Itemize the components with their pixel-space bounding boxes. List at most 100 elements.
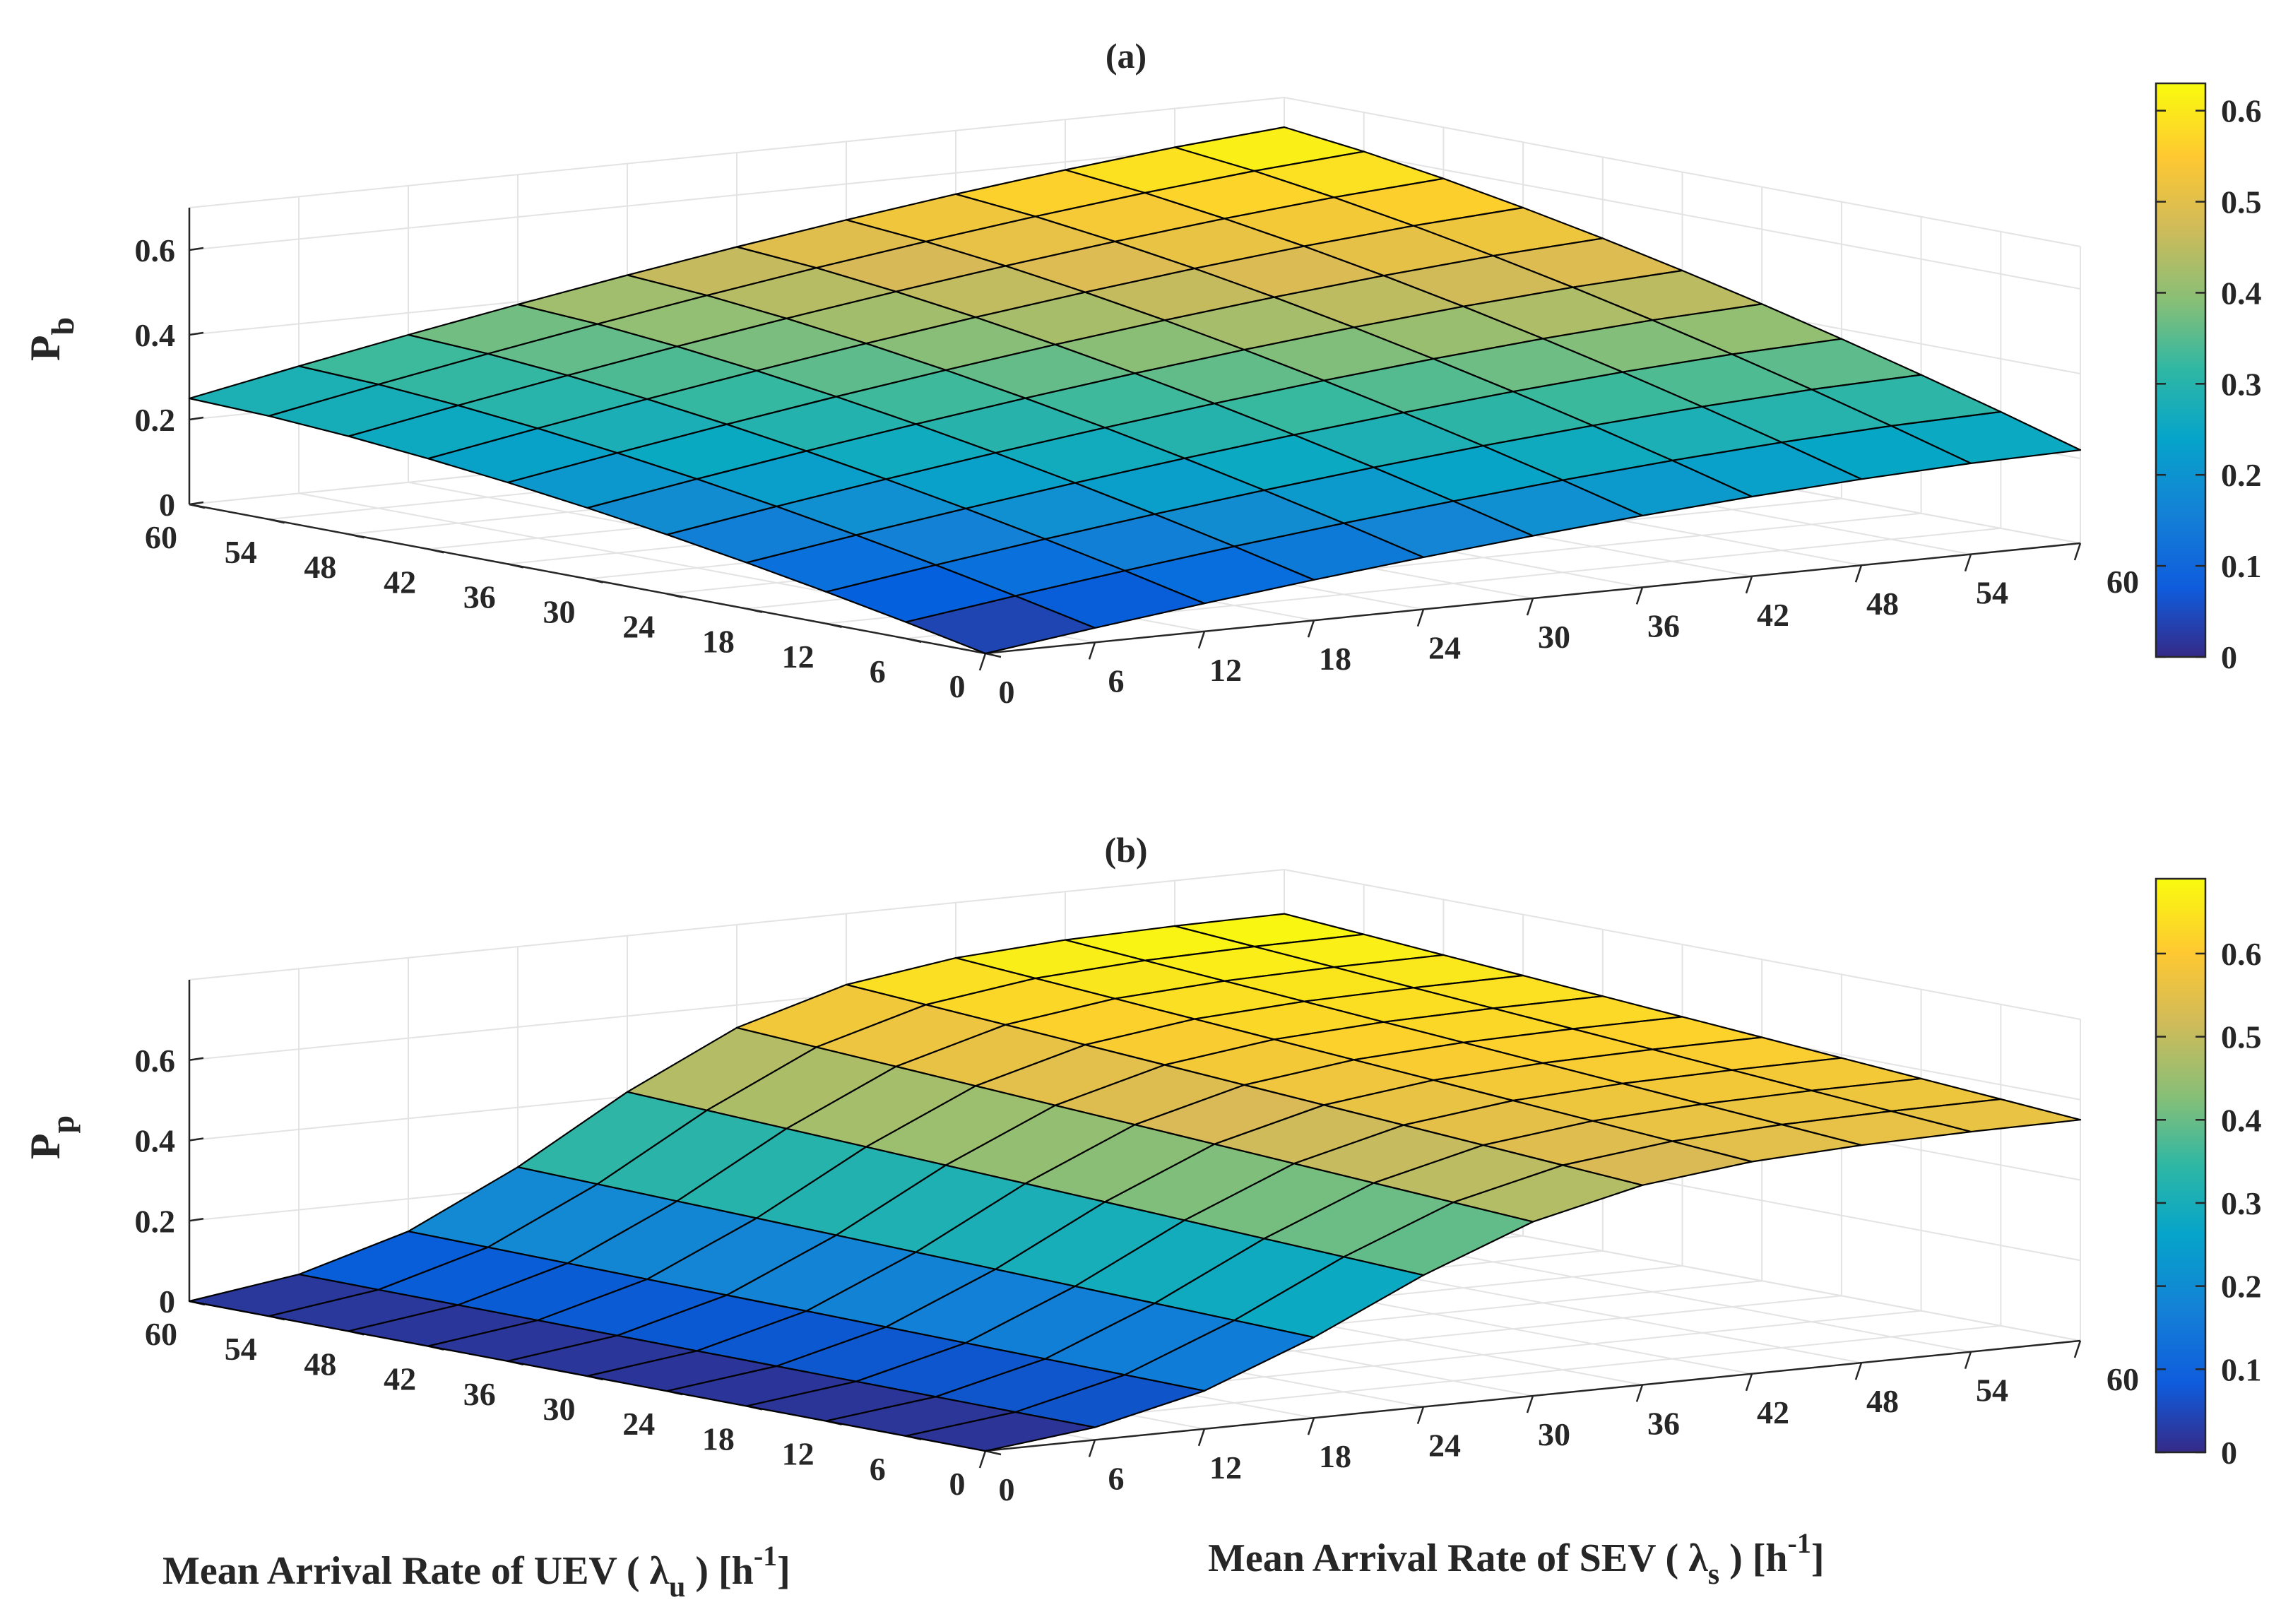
lambda-s-tick-label: 60 (2107, 1361, 2139, 1397)
colorbar-tick-label: 0.2 (2221, 1269, 2262, 1305)
tick-mark (1854, 564, 1863, 583)
tick-mark (1088, 642, 1096, 660)
tick-mark (1197, 1428, 1206, 1447)
tick-mark (268, 518, 285, 524)
lambda-u-tick-label: 24 (622, 1406, 655, 1442)
lambda-u-tick-label: 42 (384, 1361, 416, 1397)
tick-mark (1854, 1362, 1863, 1380)
tick-mark (1416, 1406, 1425, 1424)
tick-mark (2073, 543, 2082, 561)
lambda-s-tick-label: 0 (999, 1471, 1015, 1507)
lambda-s-tick-label: 36 (1647, 1405, 1680, 1441)
grid-line (189, 868, 2081, 1020)
x-axis-label: Mean Arrival Rate of UEV ( λu ) [h-1] (162, 1540, 790, 1604)
tick-mark (427, 548, 444, 554)
tick-mark (1964, 554, 1972, 571)
lambda-u-tick-label: 6 (870, 653, 886, 689)
lambda-s-tick-label: 12 (1209, 652, 1242, 688)
colorbar-tick-label: 0.3 (2221, 1185, 2262, 1221)
tick-mark (1635, 1385, 1644, 1402)
lambda-u-tick-label: 60 (145, 519, 177, 555)
lambda-s-tick-label: 42 (1757, 1394, 1789, 1430)
surface-patch (905, 595, 1096, 655)
colorbar-tick-label: 0.5 (2221, 1019, 2262, 1055)
lambda-s-tick-label: 48 (1866, 1383, 1899, 1419)
tick-mark (746, 607, 763, 613)
surface (188, 126, 2082, 655)
z-tick-label: 0.6 (135, 232, 176, 268)
tick-mark (189, 1137, 204, 1142)
tick-mark (1745, 1373, 1753, 1392)
lambda-s-tick-label: 30 (1538, 619, 1570, 655)
tick-mark (1416, 609, 1425, 627)
tick-mark (587, 578, 603, 583)
colorbar: 0 0.1 0.2 0.3 0.4 0.5 0.6 (2155, 82, 2262, 675)
colorbar-tick-label: 0.4 (2221, 275, 2262, 311)
lambda-u-tick-label: 60 (145, 1316, 177, 1352)
z-tick-label: 0.2 (135, 402, 176, 438)
lambda-s-tick-label: 12 (1209, 1450, 1242, 1486)
colorbar-tick-label: 0.4 (2221, 1102, 2262, 1138)
colorbar-tick-label: 0.1 (2221, 1351, 2262, 1387)
lambda-u-tick-label: 18 (702, 624, 735, 660)
y-axis-label: Mean Arrival Rate of SEV ( λs ) [h-1] (1208, 1527, 1825, 1591)
tick-mark (826, 622, 842, 629)
tick-mark (507, 563, 524, 569)
tick-mark (1635, 587, 1644, 605)
z-tick-label: 0.6 (135, 1043, 176, 1079)
tick-mark (906, 637, 922, 644)
surface-patch (905, 1411, 1096, 1452)
colorbar-gradient (2155, 82, 2207, 658)
z-tick-label: 0.4 (135, 317, 176, 353)
lambda-s-tick-label: 36 (1647, 607, 1680, 644)
lambda-s-tick-label: 54 (1976, 575, 2008, 611)
lambda-u-tick-label: 30 (543, 1391, 576, 1427)
colorbar-tick-label: 0.6 (2221, 93, 2262, 129)
colorbar-gradient (2155, 877, 2207, 1454)
tick-mark (1964, 1351, 1972, 1369)
colorbar-tick-label: 0.3 (2221, 366, 2262, 402)
tick-mark (2073, 1340, 2082, 1358)
lambda-u-tick-label: 6 (870, 1451, 886, 1487)
colorbar-tick-label: 0.5 (2221, 184, 2262, 220)
tick-mark (189, 1057, 204, 1061)
lambda-u-tick-label: 42 (384, 564, 416, 600)
lambda-s-tick-label: 24 (1428, 630, 1461, 666)
tick-mark (978, 653, 987, 671)
lambda-u-tick-label: 54 (225, 1331, 257, 1367)
lambda-s-tick-label: 60 (2107, 564, 2139, 600)
tick-mark (189, 501, 204, 506)
colorbar: 0 0.1 0.2 0.3 0.4 0.5 0.6 (2155, 877, 2262, 1471)
colorbar-tick-label: 0 (2221, 639, 2237, 675)
grid-line (189, 96, 2081, 247)
surface (188, 913, 2082, 1452)
lambda-u-tick-label: 48 (304, 1346, 336, 1382)
lambda-s-tick-label: 6 (1108, 1460, 1125, 1496)
tick-mark (189, 1218, 204, 1222)
z-axis-label: Pb (22, 317, 81, 361)
tick-mark (1745, 576, 1753, 594)
z-axis-label: Pp (22, 1115, 81, 1159)
lambda-u-tick-label: 0 (949, 668, 966, 704)
chart-title: (b) (1104, 830, 1147, 870)
lambda-u-tick-label: 36 (463, 579, 496, 615)
lambda-u-tick-label: 54 (225, 534, 257, 570)
lambda-u-tick-label: 30 (543, 594, 576, 630)
lambda-u-tick-label: 12 (782, 1436, 814, 1472)
lambda-u-tick-label: 48 (304, 549, 336, 585)
colorbar-tick-label: 0 (2221, 1435, 2237, 1471)
z-tick-label: 0 (159, 487, 175, 523)
tick-mark (348, 533, 365, 539)
lambda-u-tick-label: 12 (782, 639, 814, 675)
colorbar-tick-label: 0.2 (2221, 457, 2262, 493)
lambda-s-tick-label: 18 (1319, 1438, 1351, 1474)
lambda-s-tick-label: 18 (1319, 641, 1351, 677)
lambda-s-tick-label: 54 (1976, 1373, 2008, 1409)
lambda-s-tick-label: 30 (1538, 1416, 1570, 1452)
tick-mark (189, 416, 204, 421)
tick-mark (1307, 620, 1315, 638)
tick-mark (1307, 1417, 1315, 1435)
